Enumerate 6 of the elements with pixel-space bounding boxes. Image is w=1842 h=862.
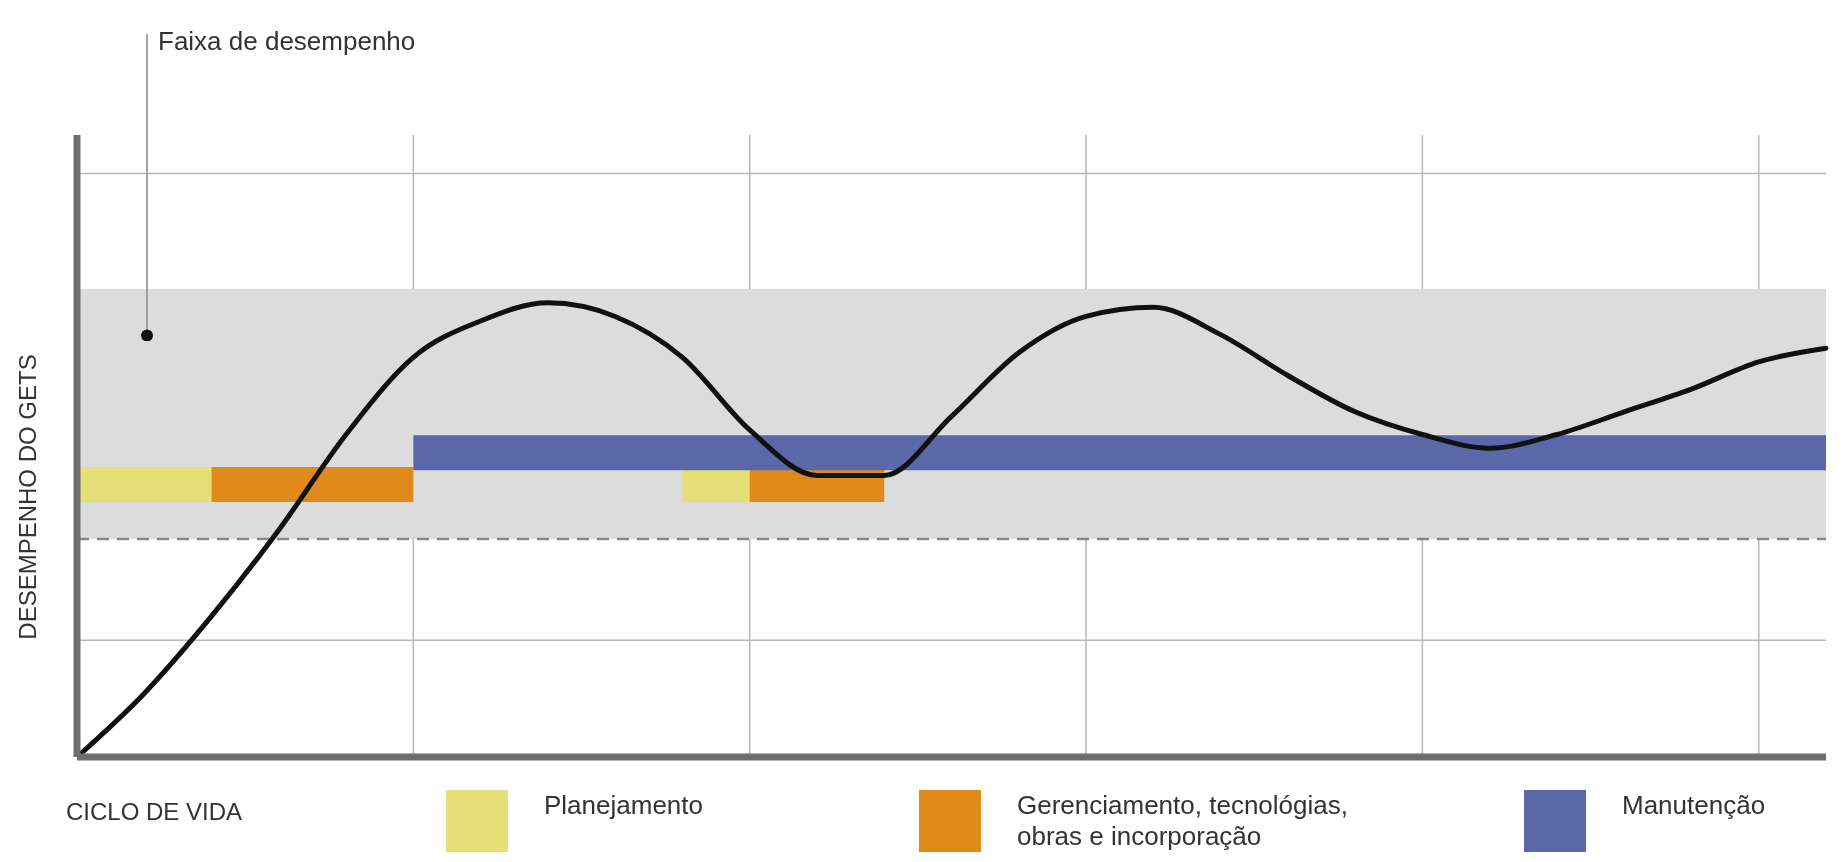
legend-label: Gerenciamento, tecnológias, obras e incorporação xyxy=(1017,790,1349,852)
band-label: Faixa de desempenho xyxy=(158,26,416,57)
x-axis-title: CICLO DE VIDA xyxy=(66,798,243,826)
legend-label: Manutenção xyxy=(1622,790,1766,821)
y-axis-title: DESEMPENHO DO GETS xyxy=(14,353,42,640)
legend-label: Planejamento xyxy=(544,790,703,821)
